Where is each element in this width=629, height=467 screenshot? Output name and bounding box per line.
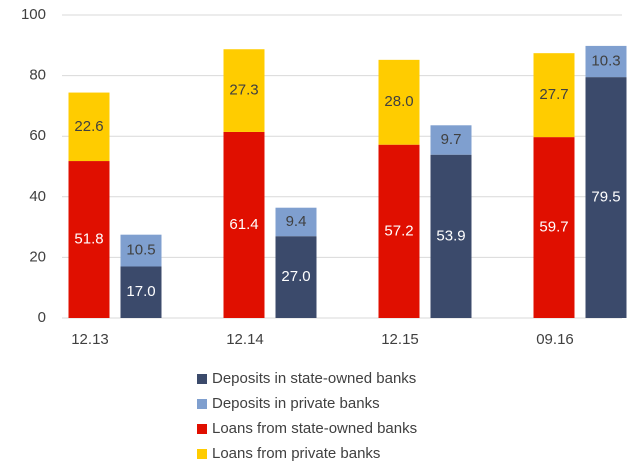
data-label: 9.4 — [286, 213, 307, 230]
bar-segment — [223, 49, 265, 132]
legend-label: Loans from state-owned banks — [212, 420, 417, 437]
bar-segment — [533, 53, 575, 138]
y-tick-label: 0 — [38, 309, 46, 326]
legend-label: Loans from private banks — [212, 445, 380, 462]
bar-segment — [275, 236, 317, 318]
y-tick-label: 100 — [21, 6, 46, 23]
bar-segment — [68, 161, 110, 318]
y-tick-label: 80 — [29, 67, 46, 84]
bar-segment — [533, 137, 575, 318]
legend-swatch — [197, 374, 207, 384]
legend-label: Deposits in private banks — [212, 395, 380, 412]
bar-segment — [585, 77, 627, 319]
bar-segment — [68, 92, 110, 162]
y-tick-label: 40 — [29, 188, 46, 205]
bar-segment — [223, 131, 265, 318]
bar-segment — [430, 154, 472, 318]
data-label: 22.6 — [74, 118, 103, 135]
data-label: 10.5 — [126, 242, 155, 259]
x-tick-label: 12.13 — [71, 331, 109, 348]
legend-swatch — [197, 424, 207, 434]
data-label: 9.7 — [441, 131, 462, 148]
y-tick-label: 60 — [29, 127, 46, 144]
data-label: 28.0 — [384, 93, 413, 110]
bar-segment — [120, 234, 162, 267]
data-label: 59.7 — [539, 219, 568, 236]
x-tick-label: 12.15 — [381, 331, 419, 348]
data-label: 79.5 — [591, 189, 620, 206]
bar-segment — [585, 45, 627, 78]
x-tick-label: 12.14 — [226, 331, 264, 348]
legend-swatch — [197, 399, 207, 409]
data-label: 51.8 — [74, 230, 103, 247]
data-label: 27.3 — [229, 82, 258, 99]
data-label: 10.3 — [591, 52, 620, 69]
data-label: 53.9 — [436, 227, 465, 244]
x-tick-label: 09.16 — [536, 331, 574, 348]
data-label: 17.0 — [126, 283, 155, 300]
legend-swatch — [197, 449, 207, 459]
bar-segment — [120, 266, 162, 318]
data-label: 61.4 — [229, 216, 258, 233]
data-label: 27.7 — [539, 86, 568, 103]
data-label: 27.0 — [281, 268, 310, 285]
bar-segment — [378, 144, 420, 318]
bar-segment — [378, 59, 420, 145]
legend-label: Deposits in state-owned banks — [212, 370, 416, 387]
bar-segment — [430, 125, 472, 155]
data-label: 57.2 — [384, 222, 413, 239]
bar-segment — [275, 207, 317, 237]
y-tick-label: 20 — [29, 248, 46, 265]
